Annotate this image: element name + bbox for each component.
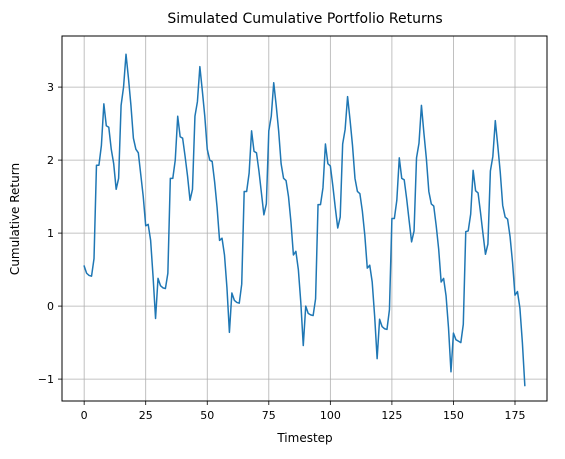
plot-frame [61,35,548,402]
y-axis-label: Cumulative Return [8,163,22,275]
x-tick-label: 175 [504,409,525,422]
y-tick-label: 0 [47,300,54,313]
x-tick-label: 50 [200,409,214,422]
y-tick-label: 3 [47,81,54,94]
y-tick-label: −1 [38,373,54,386]
y-tick-label: 2 [47,154,54,167]
x-tick-label: 75 [262,409,276,422]
series-line-0 [83,53,526,387]
x-tick-label: 0 [81,409,88,422]
y-tick-label: 1 [47,227,54,240]
chart-title: Simulated Cumulative Portfolio Returns [167,11,442,27]
x-axis-label: Timestep [276,431,332,445]
x-tick-label: 100 [320,409,341,422]
x-tick-label: 150 [443,409,464,422]
series-layer [83,53,526,387]
axis-ticks: 0 25 50 75 100 125 150 175 −1 0 1 2 3 [38,81,526,422]
x-tick-label: 25 [139,409,153,422]
x-tick-label: 125 [381,409,402,422]
